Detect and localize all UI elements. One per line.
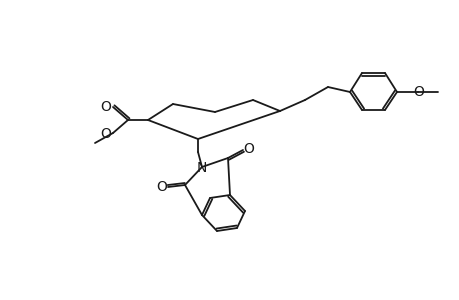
Text: O: O bbox=[101, 127, 111, 141]
Text: O: O bbox=[156, 180, 167, 194]
Text: N: N bbox=[196, 161, 207, 175]
Text: O: O bbox=[101, 100, 111, 114]
Text: O: O bbox=[243, 142, 254, 156]
Text: O: O bbox=[413, 85, 424, 99]
